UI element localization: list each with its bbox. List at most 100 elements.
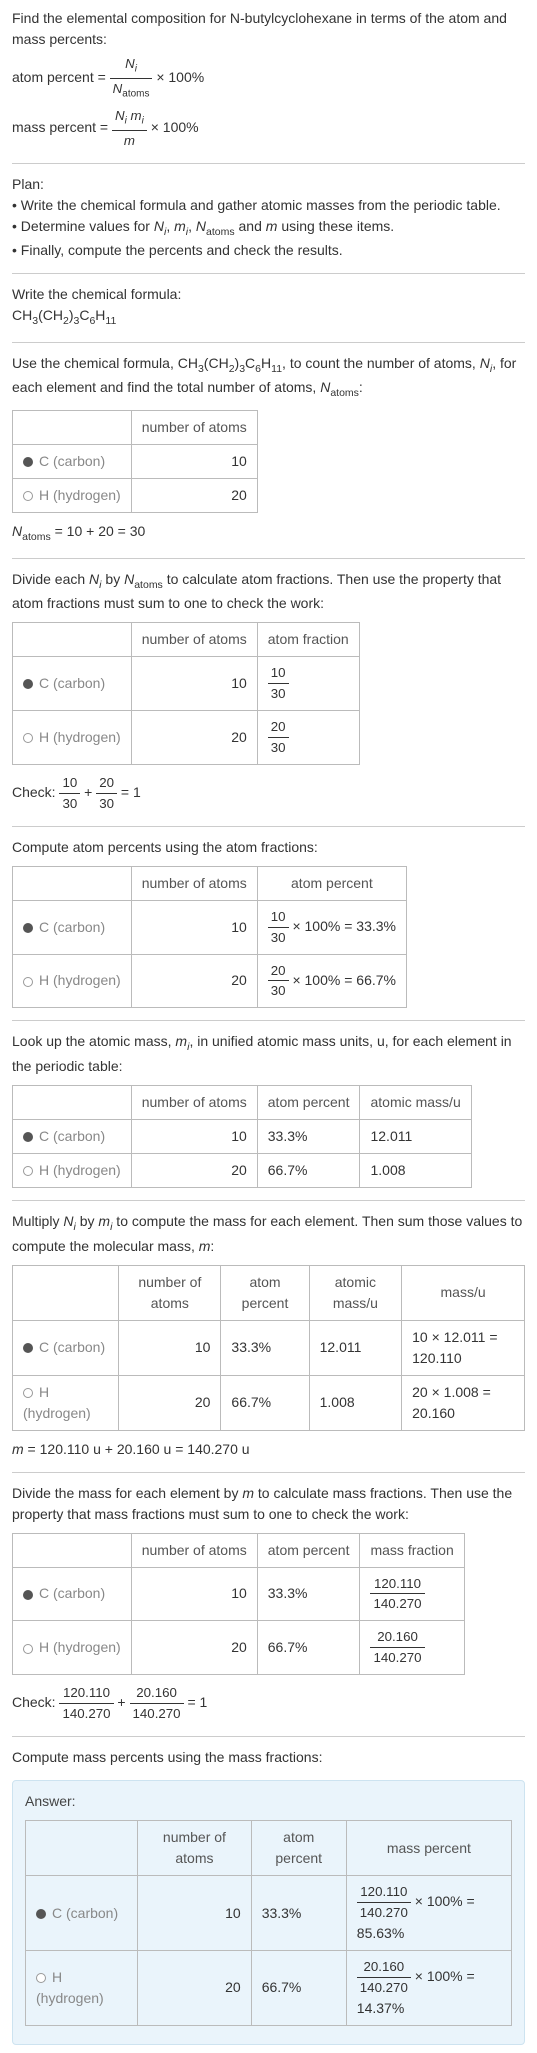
atomic-mass: Look up the atomic mass, mi, in unified … bbox=[12, 1031, 525, 1188]
element-label: H (hydrogen) bbox=[26, 1951, 138, 2026]
atomic-mass: 1.008 bbox=[360, 1153, 471, 1187]
chemical-formula: Write the chemical formula: CH3(CH2)3C6H… bbox=[12, 284, 525, 330]
table-header: atom percent bbox=[251, 1821, 346, 1876]
mass-fractions: Divide the mass for each element by m to… bbox=[12, 1483, 525, 1725]
molecular-mass-intro: Multiply Ni by mi to compute the mass fo… bbox=[12, 1211, 525, 1257]
divider bbox=[12, 1736, 525, 1737]
atom-fractions: Divide each Ni by Natoms to calculate at… bbox=[12, 569, 525, 814]
atomic-mass: 12.011 bbox=[360, 1119, 471, 1153]
intro: Find the elemental composition for N-but… bbox=[12, 8, 525, 151]
element-label: C (carbon) bbox=[26, 1876, 138, 1951]
plan-title: Plan: bbox=[12, 174, 525, 195]
plan-item: Finally, compute the percents and check … bbox=[12, 240, 525, 261]
count-atoms-intro: Use the chemical formula, CH3(CH2)3C6H11… bbox=[12, 353, 525, 402]
element-label: C (carbon) bbox=[13, 900, 132, 954]
carbon-swatch-icon bbox=[36, 1909, 46, 1919]
atom-count: 10 bbox=[131, 1119, 257, 1153]
carbon-swatch-icon bbox=[23, 1590, 33, 1600]
table-header: atom percent bbox=[257, 866, 406, 900]
table-header bbox=[13, 623, 132, 657]
element-label: H (hydrogen) bbox=[13, 1621, 132, 1675]
answer-box: Answer: number of atoms atom percent mas… bbox=[12, 1780, 525, 2045]
chem-formula: CH3(CH2)3C6H11 bbox=[12, 305, 525, 330]
element-label: H (hydrogen) bbox=[13, 478, 132, 512]
atom-count: 20 bbox=[131, 954, 257, 1008]
atom-count: 20 bbox=[131, 710, 257, 764]
table-row: H (hydrogen) 20 66.7% 20.160140.270 × 10… bbox=[26, 1951, 512, 2026]
plan: Plan: Write the chemical formula and gat… bbox=[12, 174, 525, 262]
table-row: C (carbon) 10 33.3% 120.110140.270 × 100… bbox=[26, 1876, 512, 1951]
atom-fractions-intro: Divide each Ni by Natoms to calculate at… bbox=[12, 569, 525, 615]
atoms-sum: Natoms = 10 + 20 = 30 bbox=[12, 521, 525, 546]
atom-count: 10 bbox=[131, 657, 257, 711]
atom-percents: Compute atom percents using the atom fra… bbox=[12, 837, 525, 1009]
hydrogen-swatch-icon bbox=[23, 733, 33, 743]
element-label: H (hydrogen) bbox=[13, 1375, 119, 1430]
atom-count: 10 bbox=[119, 1320, 221, 1375]
atom-count: 20 bbox=[138, 1951, 252, 2026]
element-label: C (carbon) bbox=[13, 1567, 132, 1621]
mass-fraction: 120.110140.270 bbox=[360, 1567, 464, 1621]
atom-percent: 33.3% bbox=[257, 1567, 360, 1621]
atom-count: 20 bbox=[131, 1621, 257, 1675]
table-header bbox=[26, 1821, 138, 1876]
table-row: H (hydrogen) 20 66.7% 1.008 20 × 1.008 =… bbox=[13, 1375, 525, 1430]
answer-table: number of atoms atom percent mass percen… bbox=[25, 1820, 512, 2026]
element-label: C (carbon) bbox=[13, 657, 132, 711]
chem-formula-title: Write the chemical formula: bbox=[12, 284, 525, 305]
molecular-mass: Multiply Ni by mi to compute the mass fo… bbox=[12, 1211, 525, 1460]
atom-percent: 66.7% bbox=[221, 1375, 309, 1430]
table-header: atomic mass/u bbox=[309, 1265, 402, 1320]
atom-percent: 33.3% bbox=[251, 1876, 346, 1951]
mass-fractions-check: Check: 120.110140.270 + 20.160140.270 = … bbox=[12, 1683, 525, 1724]
atomic-mass-table: number of atoms atom percent atomic mass… bbox=[12, 1085, 472, 1188]
count-atoms-table: number of atoms C (carbon) 10 H (hydroge… bbox=[12, 410, 258, 513]
atom-fraction: 1030 bbox=[257, 657, 359, 711]
hydrogen-swatch-icon bbox=[23, 1644, 33, 1654]
mass-fraction: 20.160140.270 bbox=[360, 1621, 464, 1675]
mass-percents-intro: Compute mass percents using the mass fra… bbox=[12, 1747, 525, 1768]
atom-count: 10 bbox=[131, 1567, 257, 1621]
table-header: number of atoms bbox=[131, 1085, 257, 1119]
atomic-mass: 12.011 bbox=[309, 1320, 402, 1375]
table-header: mass percent bbox=[346, 1821, 511, 1876]
carbon-swatch-icon bbox=[23, 457, 33, 467]
table-row: H (hydrogen) 20 66.7% 20.160140.270 bbox=[13, 1621, 465, 1675]
mass-fractions-table: number of atoms atom percent mass fracti… bbox=[12, 1533, 465, 1676]
answer-title: Answer: bbox=[25, 1791, 512, 1812]
plan-item: Write the chemical formula and gather at… bbox=[12, 195, 525, 216]
table-row: H (hydrogen) 20 2030 × 100% = 66.7% bbox=[13, 954, 407, 1008]
table-header: number of atoms bbox=[119, 1265, 221, 1320]
atom-count: 20 bbox=[119, 1375, 221, 1430]
table-row: H (hydrogen) 20 bbox=[13, 478, 258, 512]
carbon-swatch-icon bbox=[23, 923, 33, 933]
table-header: atomic mass/u bbox=[360, 1085, 471, 1119]
mass-calc: 20 × 1.008 = 20.160 bbox=[402, 1375, 525, 1430]
element-label: C (carbon) bbox=[13, 1119, 132, 1153]
atom-fractions-check: Check: 1030 + 2030 = 1 bbox=[12, 773, 525, 814]
divider bbox=[12, 1472, 525, 1473]
hydrogen-swatch-icon bbox=[23, 1388, 33, 1398]
mass-percents: Compute mass percents using the mass fra… bbox=[12, 1747, 525, 1768]
table-header: number of atoms bbox=[138, 1821, 252, 1876]
table-row: C (carbon) 10 1030 bbox=[13, 657, 360, 711]
atom-percent: 66.7% bbox=[257, 1621, 360, 1675]
atom-count: 10 bbox=[138, 1876, 252, 1951]
table-row: C (carbon) 10 33.3% 12.011 bbox=[13, 1119, 472, 1153]
table-row: H (hydrogen) 20 66.7% 1.008 bbox=[13, 1153, 472, 1187]
divider bbox=[12, 558, 525, 559]
hydrogen-swatch-icon bbox=[23, 977, 33, 987]
table-header bbox=[13, 866, 132, 900]
atom-percent-label: atom percent = bbox=[12, 69, 110, 85]
table-header: atom percent bbox=[257, 1533, 360, 1567]
divider bbox=[12, 1200, 525, 1201]
mass-calc: 10 × 12.011 = 120.110 bbox=[402, 1320, 525, 1375]
divider bbox=[12, 273, 525, 274]
atom-count: 20 bbox=[131, 1153, 257, 1187]
divider bbox=[12, 163, 525, 164]
element-label: H (hydrogen) bbox=[13, 954, 132, 1008]
table-row: H (hydrogen) 20 2030 bbox=[13, 710, 360, 764]
atom-percents-intro: Compute atom percents using the atom fra… bbox=[12, 837, 525, 858]
table-header bbox=[13, 410, 132, 444]
atom-percent: 33.3% bbox=[221, 1320, 309, 1375]
